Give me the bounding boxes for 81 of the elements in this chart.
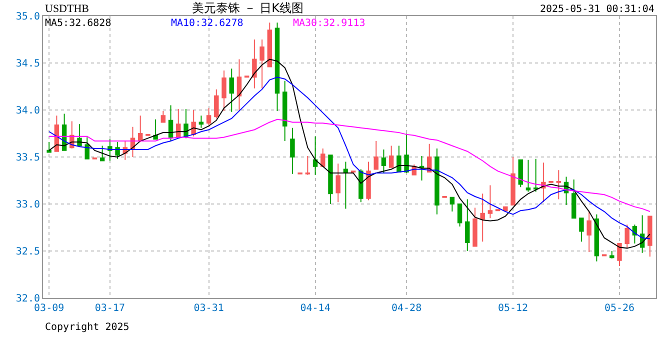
candlestick — [610, 250, 614, 260]
candlestick — [229, 68, 234, 112]
candlestick — [176, 108, 181, 138]
candlestick — [336, 163, 340, 203]
candlestick — [526, 159, 531, 192]
x-tick-label: 03-17 — [94, 303, 125, 314]
candlestick — [624, 224, 630, 249]
y-tick-label: 34.5 — [16, 58, 40, 70]
line-series — [48, 118, 650, 212]
candlestick — [206, 108, 212, 126]
candlestick — [381, 148, 386, 174]
x-tick-label: 03-31 — [194, 303, 224, 314]
candlestick — [77, 124, 82, 148]
chart-title: 美元泰铢 － 日K线图 — [192, 1, 304, 15]
y-tick-label: 34.0 — [16, 106, 40, 116]
candlestick — [404, 133, 409, 174]
y-tick-label: 32.5 — [16, 246, 40, 258]
x-tick-label: 05-26 — [604, 303, 635, 314]
candlestick — [358, 168, 364, 203]
candlestick — [168, 104, 174, 142]
x-tick-label: 05-12 — [498, 303, 528, 314]
text: MA10:32.6278 — [171, 18, 244, 29]
x-tick-label: 04-28 — [391, 303, 422, 314]
candlestick — [510, 156, 516, 206]
candlestick — [419, 156, 424, 181]
candlestick — [160, 110, 166, 123]
candlestick — [457, 204, 462, 228]
candlestick — [617, 242, 622, 267]
candlestick — [374, 140, 378, 170]
candlestick — [579, 218, 584, 242]
candlestick — [191, 110, 196, 137]
candlestick — [290, 127, 295, 174]
candlestick — [328, 154, 333, 204]
candlestick — [434, 148, 440, 215]
candlestick — [46, 141, 52, 153]
candlestick — [305, 156, 310, 176]
candlestick — [282, 80, 288, 142]
candlestick — [153, 118, 158, 140]
candlestick — [274, 22, 280, 112]
candlestick — [572, 179, 576, 219]
candlestick — [388, 145, 394, 168]
candlestick — [488, 184, 493, 219]
candlestick — [260, 39, 264, 89]
candlestick — [108, 138, 112, 162]
candlestick — [252, 39, 257, 89]
candlestick — [320, 148, 326, 167]
chart-subtitle: USDTHB — [45, 3, 90, 15]
candlestick — [236, 58, 242, 112]
candlestick — [450, 196, 455, 212]
candlestick — [343, 161, 348, 210]
text: MA30:32.9113 — [293, 18, 366, 29]
candlestick — [366, 161, 371, 201]
candlestick — [100, 145, 105, 162]
candlestick — [198, 115, 204, 128]
candlestick — [472, 207, 478, 247]
text: Copyright 2025 — [45, 322, 130, 333]
candlestick — [222, 70, 226, 112]
y-tick-label: 33.5 — [16, 152, 40, 164]
candlestick — [465, 198, 470, 252]
candlestick — [594, 214, 600, 262]
candlestick — [396, 145, 402, 173]
candlestick — [586, 210, 592, 252]
x-tick-label: 03-09 — [34, 303, 64, 314]
text: 2025-05-31 00:31:04 — [540, 4, 654, 15]
candlestick — [533, 158, 538, 192]
candlestick — [480, 193, 485, 242]
candlestick — [84, 136, 90, 160]
candlestick — [312, 136, 318, 176]
text: MA5:32.6828 — [45, 18, 112, 29]
y-tick-label: 32.0 — [16, 294, 40, 304]
x-tick-label: 04-14 — [300, 303, 330, 314]
candlestick — [556, 170, 562, 200]
candlestick — [138, 115, 143, 142]
candlestick — [267, 22, 272, 68]
candlestick — [518, 159, 523, 188]
candlestick — [648, 216, 652, 258]
candlestick — [426, 143, 432, 173]
y-tick-label: 35.0 — [16, 12, 40, 22]
candlestick — [115, 141, 120, 160]
y-tick-label: 33.0 — [16, 200, 40, 210]
candlestick — [214, 88, 219, 119]
